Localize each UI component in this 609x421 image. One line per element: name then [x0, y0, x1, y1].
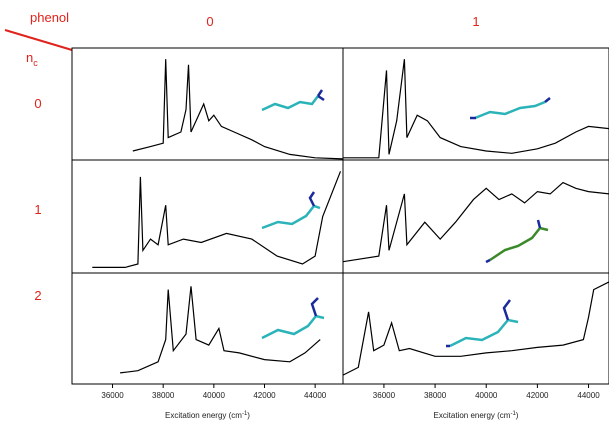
spectrum-line: [92, 171, 340, 267]
spectrum-line: [343, 183, 609, 262]
row-label: 1: [34, 202, 41, 217]
molecule: [450, 320, 518, 346]
molecule: [262, 206, 320, 228]
molecule: [310, 192, 314, 206]
spectrum-line: [343, 59, 609, 158]
x-tick-label: 44000: [304, 391, 327, 400]
corner-bottom-label: nc: [26, 50, 38, 68]
x-tick-label: 36000: [101, 391, 124, 400]
corner-top-label: phenol: [30, 10, 69, 25]
x-label-end: ): [516, 411, 519, 420]
molecule: [312, 298, 318, 316]
x-tick-label: 42000: [253, 391, 276, 400]
spectrum-line: [120, 286, 320, 373]
molecule: [262, 96, 318, 110]
x-label-text: Excitation energy (cm: [434, 411, 511, 420]
x-axis-label: Excitation energy (cm-1): [165, 411, 250, 420]
molecule: [486, 220, 540, 262]
molecule: [318, 90, 324, 100]
panel-frame: [343, 273, 609, 384]
x-axis-label: Excitation energy (cm-1): [434, 411, 519, 420]
n-label: n: [26, 50, 33, 65]
spectrum-line: [133, 59, 343, 159]
x-label-text: Excitation energy (cm: [165, 411, 242, 420]
x-tick-label: 36000: [373, 391, 396, 400]
x-tick-label: 38000: [152, 391, 175, 400]
corner-divider: [5, 30, 72, 50]
panel-frame: [72, 48, 343, 160]
spectrum-line: [343, 282, 609, 375]
panel-frame: [72, 160, 343, 273]
panel-frame: [343, 48, 609, 160]
x-tick-label: 40000: [475, 391, 498, 400]
row-label: 0: [34, 96, 41, 111]
x-tick-label: 40000: [203, 391, 226, 400]
panel-frame: [343, 160, 609, 273]
x-tick-label: 38000: [424, 391, 447, 400]
x-label-end: ): [247, 411, 250, 420]
x-tick-label: 42000: [526, 391, 549, 400]
molecule: [490, 228, 548, 260]
x-tick-label: 44000: [577, 391, 600, 400]
figure: phenol nc 0 1 0 1 2 36000 38000 40000 42000…: [0, 0, 609, 421]
row-label: 2: [34, 288, 41, 303]
molecule: [475, 102, 545, 118]
molecule: [262, 316, 324, 338]
column-label: 1: [472, 14, 479, 29]
n-subscript: c: [33, 58, 38, 68]
column-label: 0: [206, 14, 213, 29]
